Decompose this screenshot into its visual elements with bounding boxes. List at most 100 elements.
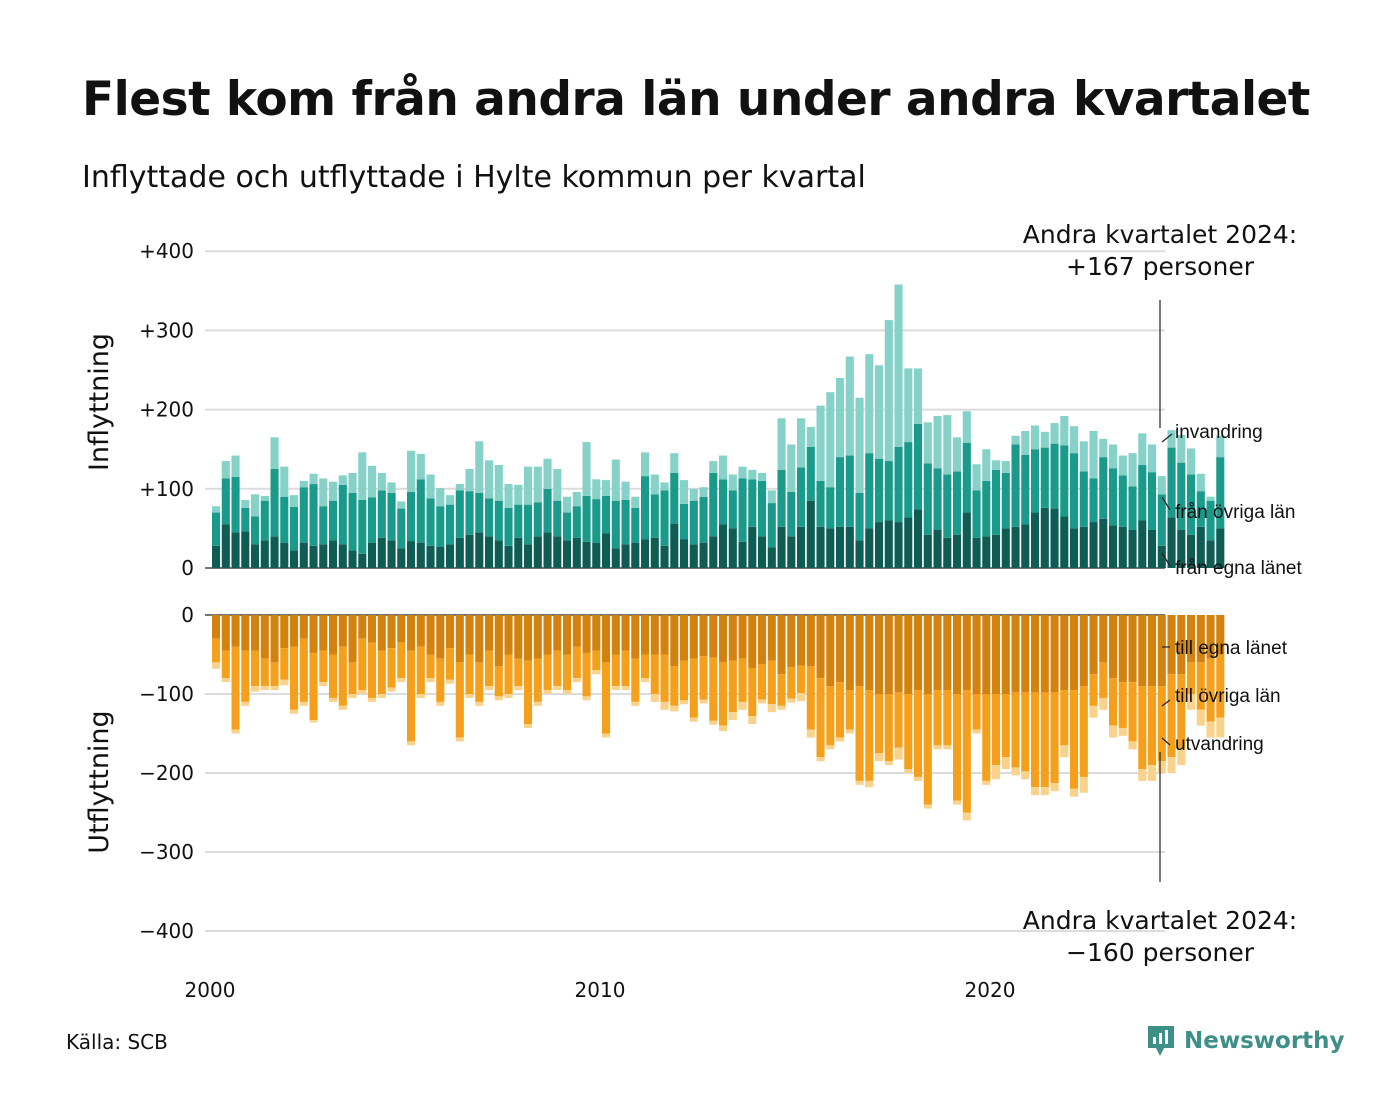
y-tick-label: +100 xyxy=(139,477,194,501)
bar-in-1 xyxy=(1099,457,1108,519)
bar-out-1 xyxy=(719,662,728,726)
bar-in-2 xyxy=(865,354,874,454)
bar-in-2 xyxy=(1031,425,1040,450)
bar-out-1 xyxy=(582,652,591,697)
bar-in-2 xyxy=(1138,433,1147,466)
bar-in-2 xyxy=(475,441,484,493)
annotation-bottom-line: Andra kvartalet 2024: xyxy=(1023,906,1297,935)
bar-out-1 xyxy=(221,650,230,679)
bar-in-0 xyxy=(914,509,923,568)
bar-in-0 xyxy=(884,520,893,568)
bar-out-2 xyxy=(1128,741,1137,750)
bar-in-2 xyxy=(1060,415,1069,446)
bar-out-1 xyxy=(660,654,669,702)
bar-out-2 xyxy=(1177,749,1186,766)
bar-out-2 xyxy=(1157,761,1166,773)
bar-in-1 xyxy=(368,497,377,543)
bar-out-1 xyxy=(563,654,572,691)
bars xyxy=(212,284,1225,821)
bar-in-2 xyxy=(387,482,396,493)
bar-in-2 xyxy=(309,473,318,485)
bar-out-1 xyxy=(797,665,806,694)
bar-in-2 xyxy=(884,320,893,462)
bar-out-2 xyxy=(641,678,650,683)
bar-in-1 xyxy=(338,484,347,545)
bar-out-2 xyxy=(319,682,328,687)
bar-out-1 xyxy=(299,638,308,702)
bar-in-2 xyxy=(1167,430,1176,448)
bar-out-1 xyxy=(1216,654,1225,718)
bar-out-2 xyxy=(231,729,240,734)
bar-out-1 xyxy=(514,658,523,687)
bar-out-1 xyxy=(553,650,562,687)
bar-out-1 xyxy=(602,662,611,734)
bar-out-0 xyxy=(533,615,542,659)
bar-out-1 xyxy=(290,646,299,710)
bar-out-2 xyxy=(465,694,474,698)
bar-in-2 xyxy=(1128,453,1137,487)
bar-in-2 xyxy=(894,284,903,447)
bar-in-2 xyxy=(1109,444,1118,469)
bar-in-2 xyxy=(553,469,562,501)
bar-out-0 xyxy=(1060,615,1069,691)
bar-out-0 xyxy=(338,615,347,647)
bar-in-2 xyxy=(592,479,601,500)
bar-out-0 xyxy=(611,615,620,655)
bar-in-0 xyxy=(543,532,552,568)
bar-in-1 xyxy=(299,487,308,543)
bar-out-1 xyxy=(260,658,269,687)
bar-out-0 xyxy=(1031,615,1040,693)
bar-in-0 xyxy=(407,541,416,568)
bar-in-0 xyxy=(553,536,562,568)
bar-out-0 xyxy=(875,615,884,694)
bar-in-1 xyxy=(602,495,611,534)
bar-in-0 xyxy=(631,542,640,568)
bar-out-0 xyxy=(806,615,815,667)
bar-in-1 xyxy=(553,500,562,537)
bar-out-1 xyxy=(1031,692,1040,788)
bar-out-2 xyxy=(845,729,854,734)
bar-out-1 xyxy=(855,686,864,781)
bar-out-0 xyxy=(992,615,1001,694)
bar-in-0 xyxy=(309,545,318,568)
bar-in-2 xyxy=(397,501,406,509)
bar-out-2 xyxy=(1138,769,1147,781)
bar-in-1 xyxy=(914,423,923,510)
bar-in-2 xyxy=(1040,431,1049,448)
bar-in-1 xyxy=(641,476,650,540)
bar-in-2 xyxy=(836,377,845,458)
bar-out-2 xyxy=(485,686,494,691)
bar-in-1 xyxy=(982,480,991,537)
bar-in-2 xyxy=(728,474,737,491)
bar-in-0 xyxy=(231,532,240,568)
bar-in-1 xyxy=(231,476,240,533)
bar-in-2 xyxy=(368,465,377,498)
bar-in-0 xyxy=(494,540,503,568)
bar-out-0 xyxy=(738,615,747,659)
bar-out-2 xyxy=(260,686,269,691)
bar-in-1 xyxy=(611,500,620,549)
bar-out-0 xyxy=(602,615,611,663)
bar-out-2 xyxy=(299,701,308,706)
bar-out-2 xyxy=(1167,757,1176,773)
bar-out-2 xyxy=(416,694,425,698)
bar-out-2 xyxy=(241,701,250,706)
bar-in-2 xyxy=(572,491,581,507)
bar-in-1 xyxy=(884,461,893,521)
bar-out-0 xyxy=(943,615,952,691)
bar-out-1 xyxy=(1099,662,1108,698)
bar-in-2 xyxy=(426,474,435,499)
bar-in-2 xyxy=(485,460,494,499)
bar-out-2 xyxy=(933,745,942,750)
bar-out-2 xyxy=(1118,727,1127,736)
bar-in-0 xyxy=(602,533,611,568)
bar-in-2 xyxy=(699,487,708,497)
y-tick-label: +200 xyxy=(139,398,194,422)
bar-out-1 xyxy=(1011,692,1020,768)
bar-out-1 xyxy=(758,663,767,700)
bar-in-0 xyxy=(836,526,845,568)
bar-in-2 xyxy=(719,455,728,480)
bar-out-0 xyxy=(446,615,455,649)
bar-in-2 xyxy=(1148,444,1157,473)
segment-leader xyxy=(1161,496,1171,511)
